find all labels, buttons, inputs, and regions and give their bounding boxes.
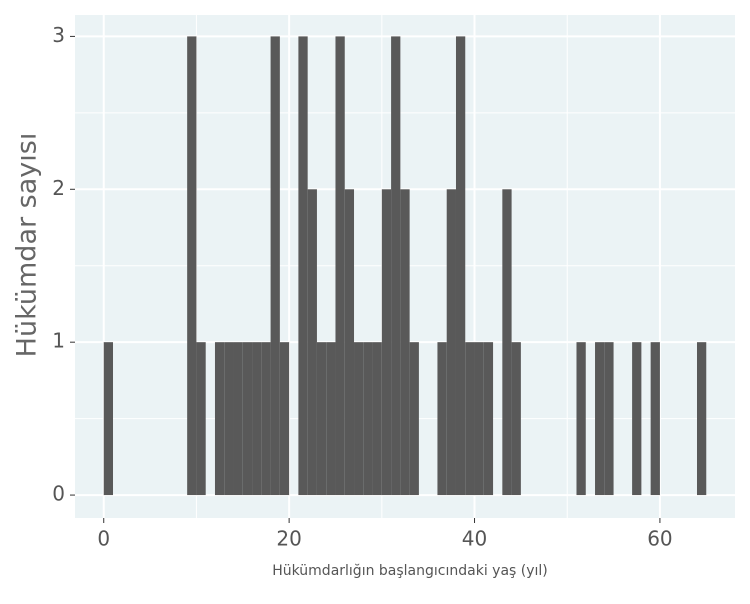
bar: [483, 342, 494, 496]
bar: [233, 342, 243, 496]
bar: [298, 36, 308, 496]
bar: [474, 342, 484, 496]
y-tick-label: 2: [52, 176, 65, 200]
bar: [502, 189, 512, 496]
bar: [437, 342, 447, 496]
bar: [650, 342, 660, 496]
bar: [242, 342, 253, 496]
bar: [252, 342, 262, 496]
bar: [307, 189, 317, 496]
bar: [326, 342, 336, 496]
y-tick-label: 0: [52, 482, 65, 506]
bar: [465, 342, 475, 496]
x-axis-title: Hükümdarlığın başlangıcındaki yaş (yıl): [272, 563, 548, 579]
x-tick-label: 40: [462, 527, 487, 551]
y-tick-label: 3: [52, 23, 65, 47]
x-tick-label: 20: [276, 527, 301, 551]
bar: [511, 342, 521, 496]
bar: [696, 342, 707, 496]
y-tick-label: 1: [52, 329, 65, 353]
bar: [196, 342, 206, 496]
x-tick-label: 60: [647, 527, 672, 551]
bar: [409, 342, 419, 496]
bar: [354, 342, 364, 496]
bar: [335, 36, 345, 496]
bar: [632, 342, 642, 496]
bar: [391, 36, 401, 496]
bar: [270, 36, 280, 496]
bar: [381, 189, 392, 496]
bar: [363, 342, 373, 496]
bar: [446, 189, 456, 496]
bar: [187, 36, 197, 496]
bar: [261, 342, 271, 496]
bar: [455, 36, 466, 496]
bar: [224, 342, 234, 496]
bar: [103, 342, 114, 496]
x-tick-label: 0: [97, 527, 110, 551]
bar: [604, 342, 614, 496]
bar: [576, 342, 586, 496]
bar: [316, 342, 327, 496]
y-axis-title: Hükümdar sayısı: [12, 133, 43, 358]
bar: [344, 189, 355, 496]
bar: [400, 189, 410, 496]
bar: [372, 342, 382, 496]
bar: [279, 342, 290, 496]
bar: [595, 342, 605, 496]
bar: [214, 342, 225, 496]
